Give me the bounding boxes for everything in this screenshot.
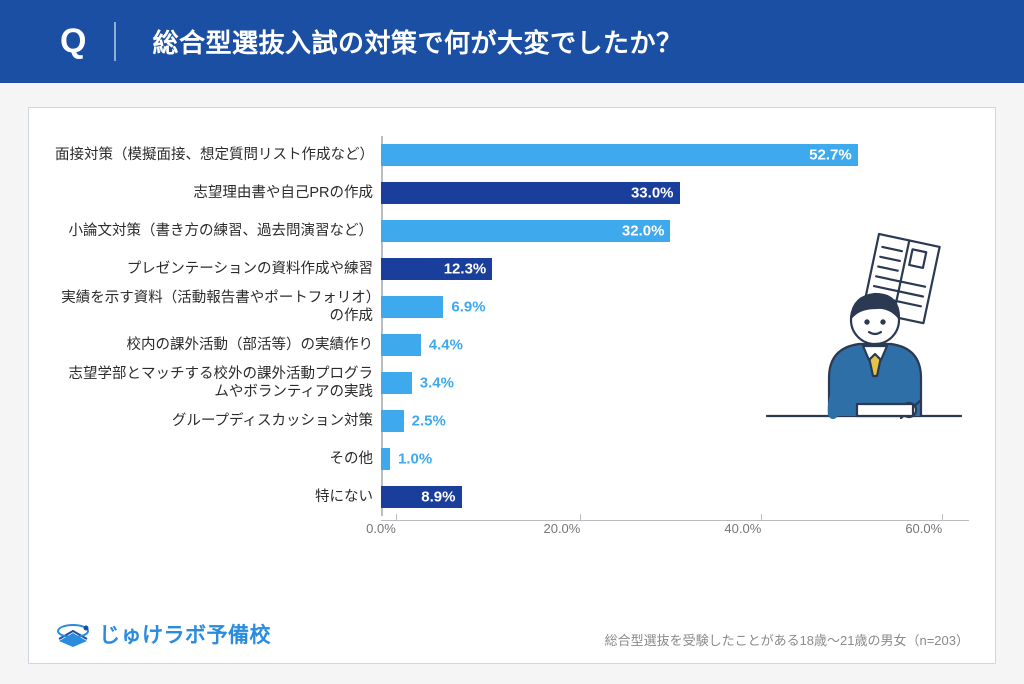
x-tick: 0.0% [381, 515, 411, 536]
x-tick: 40.0% [743, 515, 780, 536]
question-marker: Q [60, 22, 116, 61]
row-label: 面接対策（模擬面接、想定質問リスト作成など） [55, 146, 381, 164]
bar-value: 8.9% [421, 489, 455, 506]
sample-note: 総合型選抜を受験したことがある18歳〜21歳の男女（n=203） [605, 630, 969, 649]
x-tick: 60.0% [924, 515, 961, 536]
row-label: 実績を示す資料（活動報告書やポートフォリオ）の作成 [55, 289, 381, 325]
row-label: その他 [55, 450, 381, 468]
bar-value: 3.4% [420, 375, 454, 392]
question-title: 総合型選抜入試の対策で何が大変でしたか？ [152, 23, 682, 60]
row-label: 特にない [55, 488, 381, 506]
row-track: 33.0% [381, 174, 969, 212]
x-axis: 0.0%20.0%40.0%60.0% [55, 520, 969, 544]
bar [381, 372, 412, 394]
bar [381, 144, 858, 166]
logo-text: じゅけラボ予備校 [99, 619, 271, 649]
bar [381, 448, 390, 470]
row-label: 志望学部とマッチする校外の課外活動プログラムやボランティアの実践 [55, 365, 381, 401]
row-track: 1.0% [381, 440, 969, 478]
row-label: 志望理由書や自己PRの作成 [55, 184, 381, 202]
bar-value: 52.7% [809, 147, 852, 164]
footer: じゅけラボ予備校 総合型選抜を受験したことがある18歳〜21歳の男女（n=203… [29, 619, 995, 649]
slide: Q 総合型選抜入試の対策で何が大変でしたか？ 面接対策（模擬面接、想定質問リスト… [0, 0, 1024, 684]
bar-value: 6.9% [451, 299, 485, 316]
bar [381, 296, 443, 318]
row-label: 小論文対策（書き方の練習、過去問演習など） [55, 222, 381, 240]
illustration-student [759, 228, 969, 438]
row-track: 8.9% [381, 478, 969, 516]
chart-row: 面接対策（模擬面接、想定質問リスト作成など） 52.7% [55, 136, 969, 174]
bar-value: 4.4% [429, 337, 463, 354]
chart-row: その他 1.0% [55, 440, 969, 478]
bar [381, 334, 421, 356]
x-axis-ticks: 0.0%20.0%40.0%60.0% [381, 520, 969, 544]
x-tick: 20.0% [562, 515, 599, 536]
bar-value: 12.3% [444, 261, 487, 278]
chart-row: 志望理由書や自己PRの作成 33.0% [55, 174, 969, 212]
bar-value: 33.0% [631, 185, 674, 202]
row-track: 52.7% [381, 136, 969, 174]
logo-icon [55, 619, 91, 649]
row-label: プレゼンテーションの資料作成や練習 [55, 260, 381, 278]
bar [381, 410, 404, 432]
chart-row: 特にない 8.9% [55, 478, 969, 516]
brand-logo: じゅけラボ予備校 [55, 619, 271, 649]
header: Q 総合型選抜入試の対策で何が大変でしたか？ [0, 0, 1024, 83]
chart-panel: 面接対策（模擬面接、想定質問リスト作成など） 52.7% 志望理由書や自己PRの作成… [28, 107, 996, 664]
row-label: 校内の課外活動（部活等）の実績作り [55, 336, 381, 354]
bar-value: 2.5% [412, 413, 446, 430]
bar-value: 1.0% [398, 451, 432, 468]
row-label: グループディスカッション対策 [55, 412, 381, 430]
bar-value: 32.0% [622, 223, 665, 240]
